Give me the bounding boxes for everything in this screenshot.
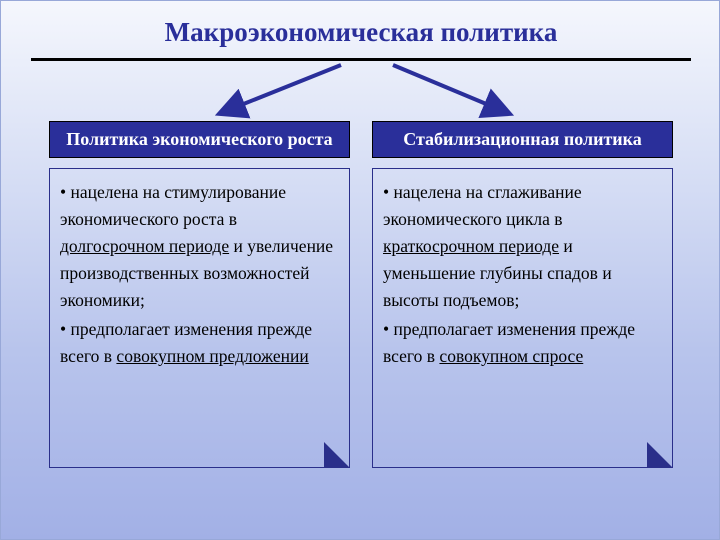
slide: Макроэкономическая политика Политика эко…: [1, 1, 720, 540]
bullet-item: • предполагает изменения прежде всего в …: [383, 316, 662, 370]
bullet-item: • нацелена на сглаживание экономического…: [383, 179, 662, 315]
arrows-area: [1, 61, 720, 125]
underlined-term: краткосрочном периоде: [383, 236, 559, 256]
left-bullet-list: • нацелена на стимулирование экономическ…: [60, 179, 339, 371]
column-right: Стабилизационная политика • нацелена на …: [372, 121, 673, 468]
left-header: Политика экономического роста: [49, 121, 350, 158]
right-header: Стабилизационная политика: [372, 121, 673, 158]
left-content-box: • нацелена на стимулирование экономическ…: [49, 168, 350, 468]
bullet-item: • предполагает изменения прежде всего в …: [60, 316, 339, 370]
page-curl-icon: [324, 442, 350, 468]
underlined-term: долгосрочном периоде: [60, 236, 229, 256]
slide-title: Макроэкономическая политика: [1, 1, 720, 58]
bullet-item: • нацелена на стимулирование экономическ…: [60, 179, 339, 315]
column-left: Политика экономического роста • нацелена…: [49, 121, 350, 468]
arrow-right: [393, 65, 503, 111]
underlined-term: совокупном предложении: [116, 346, 308, 366]
arrow-left: [226, 65, 341, 111]
page-curl-icon: [647, 442, 673, 468]
right-content-box: • нацелена на сглаживание экономического…: [372, 168, 673, 468]
columns: Политика экономического роста • нацелена…: [1, 121, 720, 468]
arrows-svg: [1, 61, 720, 125]
underlined-term: совокупном спросе: [439, 346, 583, 366]
right-bullet-list: • нацелена на сглаживание экономического…: [383, 179, 662, 371]
